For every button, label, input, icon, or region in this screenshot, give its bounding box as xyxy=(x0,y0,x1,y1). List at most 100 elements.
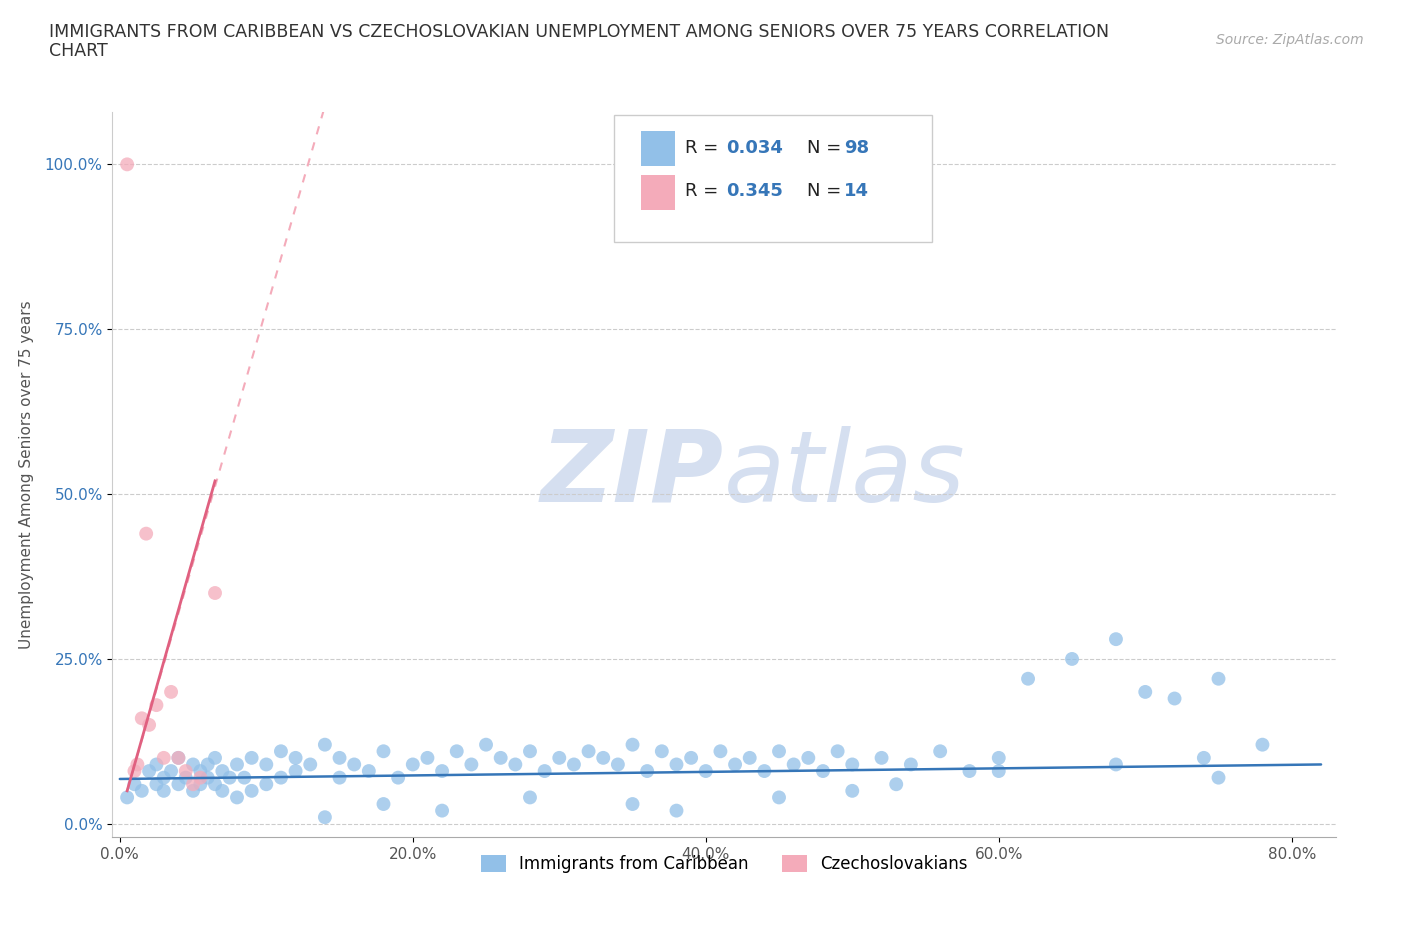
Point xyxy=(621,737,644,752)
Point xyxy=(768,744,790,759)
Point xyxy=(211,783,233,798)
Point xyxy=(167,751,190,765)
Point xyxy=(651,744,673,759)
Point xyxy=(138,717,160,732)
Point xyxy=(167,751,190,765)
Point xyxy=(254,757,277,772)
Text: 0.034: 0.034 xyxy=(727,139,783,157)
Point xyxy=(204,777,226,791)
Point xyxy=(592,751,614,765)
Text: IMMIGRANTS FROM CARIBBEAN VS CZECHOSLOVAKIAN UNEMPLOYMENT AMONG SENIORS OVER 75 : IMMIGRANTS FROM CARIBBEAN VS CZECHOSLOVA… xyxy=(49,23,1109,41)
Point xyxy=(489,751,512,765)
Point xyxy=(270,744,292,759)
Point xyxy=(204,751,226,765)
Point xyxy=(782,757,804,772)
Point xyxy=(218,770,240,785)
Legend: Immigrants from Caribbean, Czechoslovakians: Immigrants from Caribbean, Czechoslovaki… xyxy=(474,848,974,880)
Point xyxy=(1105,631,1128,646)
Point xyxy=(621,797,644,812)
Point xyxy=(841,757,863,772)
Point xyxy=(929,744,952,759)
Point xyxy=(190,770,212,785)
Point xyxy=(797,751,820,765)
Text: atlas: atlas xyxy=(724,426,966,523)
Point xyxy=(606,757,628,772)
Point xyxy=(562,757,585,772)
Point xyxy=(446,744,468,759)
Text: CHART: CHART xyxy=(49,42,108,60)
Text: N =: N = xyxy=(807,139,848,157)
Point xyxy=(1017,671,1039,686)
Point xyxy=(190,764,212,778)
Point xyxy=(145,757,167,772)
Point xyxy=(430,804,453,818)
Point xyxy=(533,764,555,778)
Point xyxy=(475,737,498,752)
Point xyxy=(181,777,204,791)
Point xyxy=(328,770,350,785)
Point xyxy=(152,783,174,798)
Point xyxy=(197,770,219,785)
Point xyxy=(754,764,776,778)
Point xyxy=(987,764,1010,778)
Point xyxy=(373,744,395,759)
Point xyxy=(959,764,981,778)
Text: Source: ZipAtlas.com: Source: ZipAtlas.com xyxy=(1216,33,1364,46)
Point xyxy=(343,757,366,772)
Point xyxy=(284,764,307,778)
Point xyxy=(884,777,907,791)
Point xyxy=(211,764,233,778)
Point xyxy=(160,684,183,699)
Point xyxy=(460,757,482,772)
Point xyxy=(416,751,439,765)
Point xyxy=(681,751,703,765)
Point xyxy=(233,770,256,785)
Point xyxy=(254,777,277,791)
Point xyxy=(1208,671,1230,686)
Point xyxy=(665,757,688,772)
Point xyxy=(270,770,292,785)
Point xyxy=(145,777,167,791)
Point xyxy=(181,783,204,798)
Point xyxy=(124,777,146,791)
Point xyxy=(138,764,160,778)
Point xyxy=(115,790,138,804)
Point xyxy=(240,751,263,765)
Point xyxy=(519,790,541,804)
Point xyxy=(827,744,849,759)
Point xyxy=(519,744,541,759)
Point xyxy=(578,744,600,759)
Point xyxy=(870,751,893,765)
Point xyxy=(284,751,307,765)
Point xyxy=(145,698,167,712)
Point xyxy=(724,757,747,772)
Point xyxy=(665,804,688,818)
Point xyxy=(636,764,658,778)
Point xyxy=(1251,737,1274,752)
Text: 14: 14 xyxy=(844,182,869,200)
Text: N =: N = xyxy=(807,182,848,200)
Point xyxy=(240,783,263,798)
Point xyxy=(314,810,336,825)
Point xyxy=(197,757,219,772)
Point xyxy=(131,783,153,798)
Point xyxy=(124,764,146,778)
FancyBboxPatch shape xyxy=(641,175,675,209)
Point xyxy=(115,157,138,172)
FancyBboxPatch shape xyxy=(614,115,932,242)
Point xyxy=(548,751,571,765)
Point xyxy=(152,770,174,785)
Point xyxy=(357,764,380,778)
Point xyxy=(709,744,731,759)
Point xyxy=(387,770,409,785)
Point xyxy=(738,751,761,765)
Point xyxy=(131,711,153,725)
Point xyxy=(695,764,717,778)
Point xyxy=(402,757,425,772)
Point xyxy=(505,757,527,772)
Y-axis label: Unemployment Among Seniors over 75 years: Unemployment Among Seniors over 75 years xyxy=(18,300,34,648)
Point xyxy=(226,790,249,804)
Point xyxy=(1135,684,1157,699)
Point xyxy=(314,737,336,752)
Point xyxy=(152,751,174,765)
